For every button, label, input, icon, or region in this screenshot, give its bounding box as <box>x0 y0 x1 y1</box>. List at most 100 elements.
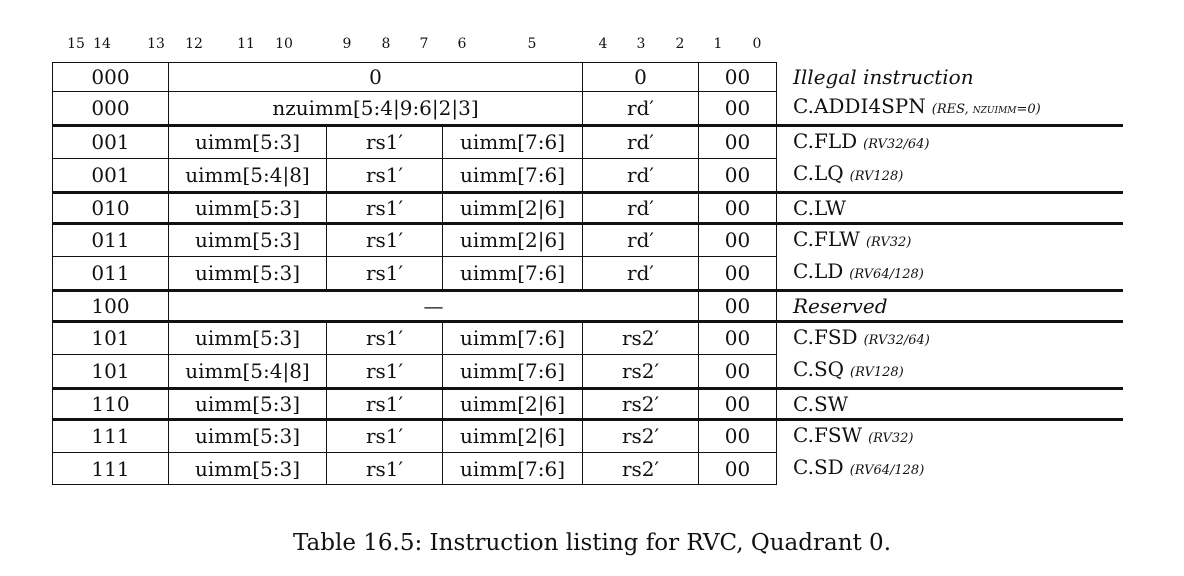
uimm-hi-cell: uimm[5:3] <box>168 319 327 355</box>
mnemonic: C.LW <box>793 195 847 220</box>
mnemonic: C.SQ <box>793 356 845 381</box>
mnemonic: C.FSW <box>793 422 863 447</box>
opcode-cell: 00 <box>698 190 777 224</box>
mnemonic: C.SD <box>793 454 844 479</box>
immediate-field: nzuimm[5:4|9:6|2|3] <box>168 91 583 126</box>
table-caption: Table 16.5: Instruction listing for RVC,… <box>293 530 891 556</box>
mnemonic-note: (RV64/128) <box>849 462 925 478</box>
table-row: 101 uimm[5:3] rs1′ uimm[7:6] rs2′ 00 C.F… <box>52 319 1123 355</box>
mnemonic-cell: C.FSD (RV32/64) <box>776 319 1123 355</box>
rd-cell: rd′ <box>582 256 699 291</box>
mnemonic-note: (RV128) <box>850 364 904 380</box>
bit-label: 5 <box>527 36 537 52</box>
mnemonic-cell: C.SQ (RV128) <box>777 355 1124 389</box>
uimm-hi-cell: uimm[5:3] <box>168 190 327 224</box>
instruction-encoding-table: 000 0 0 00 Illegal instruction 000 nzuim… <box>52 62 1123 485</box>
table-row: 011 uimm[5:3] rs1′ uimm[7:6] rd′ 00 C.LD… <box>52 256 1124 291</box>
opcode-cell: 00 <box>698 288 777 322</box>
opcode-cell: 00 <box>698 62 777 92</box>
uimm-hi-cell: uimm[5:3] <box>168 221 327 257</box>
rd-cell: rd′ <box>582 221 699 257</box>
opcode-cell: 00 <box>698 221 777 257</box>
mnemonic-cell: Reserved <box>776 288 1123 321</box>
bit-label: 7 <box>419 36 429 52</box>
bit-label: 14 <box>93 36 111 52</box>
rd-cell: rd′ <box>582 190 699 224</box>
funct3-cell: 111 <box>52 417 169 453</box>
table-row: 110 uimm[5:3] rs1′ uimm[2|6] rs2′ 00 C.S… <box>52 386 1123 420</box>
rs1-cell: rs1′ <box>326 386 443 420</box>
rs1-cell: rs1′ <box>326 123 443 159</box>
rs2-cell: rs2′ <box>582 452 699 485</box>
uimm-lo-cell: uimm[7:6] <box>442 319 583 355</box>
table-row: 001 uimm[5:4|8] rs1′ uimm[7:6] rd′ 00 C.… <box>52 158 1124 193</box>
funct3-cell: 000 <box>52 62 169 92</box>
funct3-cell: 011 <box>52 256 169 291</box>
rs1-cell: rs1′ <box>326 256 443 291</box>
rs1-cell: rs1′ <box>326 221 443 257</box>
uimm-hi-cell: uimm[5:4|8] <box>168 354 327 389</box>
uimm-lo-cell: uimm[7:6] <box>442 256 583 291</box>
uimm-lo-cell: uimm[7:6] <box>442 123 583 159</box>
bit-label: 2 <box>675 36 685 52</box>
immediate-field: 0 <box>168 62 583 92</box>
rs1-cell: rs1′ <box>326 452 443 485</box>
mnemonic-cell: C.LD (RV64/128) <box>777 257 1124 291</box>
bit-label: 10 <box>275 36 293 52</box>
rd-cell: rd′ <box>582 158 699 193</box>
table-row: 011 uimm[5:3] rs1′ uimm[2|6] rd′ 00 C.FL… <box>52 221 1123 257</box>
rd-cell: rd′ <box>582 123 699 159</box>
rs2-cell: rs2′ <box>582 386 699 420</box>
uimm-lo-cell: uimm[2|6] <box>442 221 583 257</box>
mnemonic: C.FLW <box>793 226 860 251</box>
table-row: 000 nzuimm[5:4|9:6|2|3] rd′ 00 C.ADDI4SP… <box>52 91 1124 126</box>
mnemonic-note: (RV64/128) <box>849 266 924 282</box>
mnemonic-cell: C.FSW (RV32) <box>776 417 1123 453</box>
funct3-cell: 000 <box>52 91 169 126</box>
mnemonic: C.ADDI4SPN <box>793 93 926 118</box>
bit-label: 11 <box>237 36 255 52</box>
rs2-cell: rs2′ <box>582 354 699 389</box>
uimm-hi-cell: uimm[5:3] <box>168 386 327 420</box>
funct3-cell: 100 <box>52 288 169 322</box>
uimm-lo-cell: uimm[2|6] <box>442 417 583 453</box>
opcode-cell: 00 <box>698 158 777 193</box>
mnemonic: C.LD <box>793 258 844 283</box>
bit-label: 13 <box>147 36 165 52</box>
table-row: 100 — 00 Reserved <box>52 288 1123 322</box>
funct3-cell: 001 <box>52 123 169 159</box>
mnemonic-cell: C.ADDI4SPN (RES, nzuimm=0) <box>777 92 1124 126</box>
bit-label: 0 <box>752 36 762 52</box>
rs2-cell: rs2′ <box>582 417 699 453</box>
bit-label: 3 <box>636 36 646 52</box>
bit-label: 8 <box>381 36 391 52</box>
mnemonic: C.SW <box>793 391 849 416</box>
bit-label: 12 <box>185 36 203 52</box>
mnemonic-note: (RV32) <box>865 234 912 250</box>
rs1-cell: rs1′ <box>326 158 443 193</box>
table-row: 001 uimm[5:3] rs1′ uimm[7:6] rd′ 00 C.FL… <box>52 123 1123 159</box>
opcode-cell: 00 <box>698 319 777 355</box>
uimm-hi-cell: uimm[5:3] <box>168 417 327 453</box>
mnemonic-note: (RES, nzuimm=0) <box>931 101 1041 117</box>
bit-label: 15 <box>67 36 85 52</box>
opcode-cell: 00 <box>698 354 777 389</box>
bit-label: 6 <box>457 36 467 52</box>
mnemonic-cell: C.LW <box>776 190 1123 223</box>
mnemonic: C.FSD <box>793 324 858 349</box>
uimm-hi-cell: uimm[5:3] <box>168 123 327 159</box>
mnemonic-cell: C.LQ (RV128) <box>777 159 1124 193</box>
funct3-cell: 001 <box>52 158 169 193</box>
table-row: 010 uimm[5:3] rs1′ uimm[2|6] rd′ 00 C.LW <box>52 190 1123 224</box>
opcode-cell: 00 <box>698 256 777 291</box>
uimm-lo-cell: uimm[7:6] <box>442 452 583 485</box>
bit-position-header: 15 14 13 12 11 10 9 8 7 6 5 4 3 2 1 0 <box>0 36 800 56</box>
rs1-cell: rs1′ <box>326 354 443 389</box>
uimm-lo-cell: uimm[7:6] <box>442 158 583 193</box>
bit-label: 1 <box>713 36 723 52</box>
mnemonic-note: (RV32) <box>868 430 914 446</box>
rs2-cell: rs2′ <box>582 319 699 355</box>
uimm-lo-cell: uimm[2|6] <box>442 190 583 224</box>
mnemonic: Reserved <box>793 293 888 318</box>
funct3-cell: 011 <box>52 221 169 257</box>
